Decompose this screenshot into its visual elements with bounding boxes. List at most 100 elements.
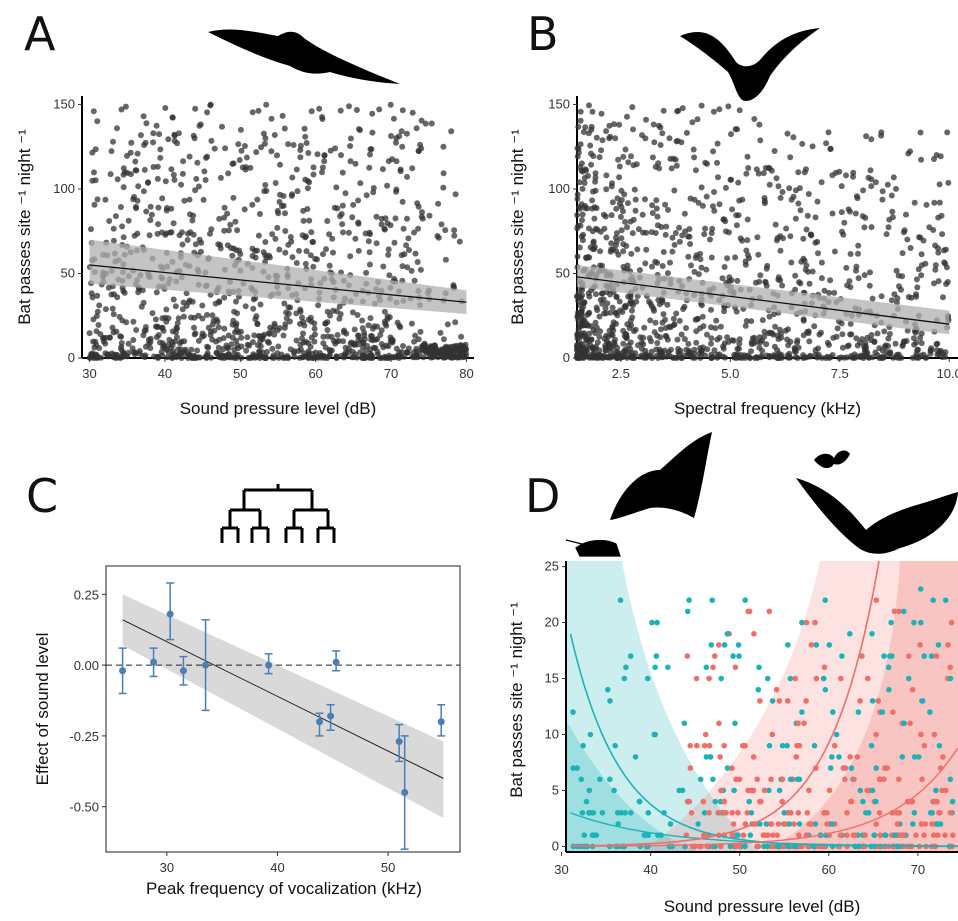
data-point xyxy=(699,202,706,209)
data-point xyxy=(649,154,656,161)
data-point xyxy=(387,334,394,341)
data-point xyxy=(602,347,609,354)
data-point xyxy=(310,263,317,270)
data-point xyxy=(141,166,148,173)
data-point xyxy=(255,107,262,114)
data-point xyxy=(827,765,834,771)
red-fit-curve xyxy=(570,747,958,847)
data-point xyxy=(333,354,340,360)
data-point xyxy=(803,354,810,361)
data-point xyxy=(579,185,586,192)
data-point xyxy=(300,339,307,346)
data-point xyxy=(772,221,779,228)
data-point xyxy=(715,174,721,181)
x-tick-label: 10.0 xyxy=(937,366,958,381)
data-point xyxy=(933,347,940,354)
data-point xyxy=(679,354,686,361)
data-point xyxy=(662,231,669,238)
data-point xyxy=(157,146,164,153)
data-point xyxy=(890,709,896,715)
y-tick-label: 0.25 xyxy=(74,587,99,602)
data-point xyxy=(147,203,154,210)
data-point xyxy=(808,642,815,648)
data-point xyxy=(609,304,616,311)
data-point xyxy=(914,347,921,354)
data-point xyxy=(855,250,861,257)
data-point xyxy=(133,327,140,333)
data-point xyxy=(570,709,576,715)
data-point xyxy=(574,253,581,260)
data-point xyxy=(691,154,698,161)
data-point xyxy=(784,742,790,749)
data-point xyxy=(399,107,406,114)
data-point xyxy=(686,233,693,240)
data-point xyxy=(370,337,376,344)
data-point xyxy=(790,193,797,200)
data-point xyxy=(195,337,202,344)
data-point xyxy=(624,224,630,231)
data-point xyxy=(929,821,935,827)
data-point xyxy=(874,352,881,359)
data-point xyxy=(710,148,717,155)
data-point xyxy=(181,197,188,204)
data-point xyxy=(271,132,278,138)
data-point xyxy=(308,108,315,115)
data-point xyxy=(394,319,401,326)
data-point xyxy=(873,731,879,738)
data-point xyxy=(684,653,691,659)
data-point xyxy=(889,208,896,215)
data-point xyxy=(620,153,627,160)
data-point xyxy=(929,810,935,816)
data-point xyxy=(868,183,875,190)
data-point xyxy=(189,217,196,224)
data-point xyxy=(405,345,412,352)
data-point xyxy=(646,335,653,341)
data-point xyxy=(932,242,939,249)
data-point xyxy=(862,832,868,838)
data-point xyxy=(179,667,187,675)
data-point xyxy=(395,738,403,746)
data-point xyxy=(153,289,160,296)
data-point xyxy=(356,126,362,133)
data-point xyxy=(708,306,714,313)
data-point xyxy=(907,245,914,251)
data-point xyxy=(654,213,661,220)
data-point xyxy=(616,121,623,128)
data-point xyxy=(709,597,715,603)
data-point xyxy=(918,156,925,163)
data-point xyxy=(249,245,256,252)
data-point xyxy=(873,798,879,805)
data-point xyxy=(623,664,629,671)
data-point xyxy=(657,142,664,148)
data-point xyxy=(803,698,809,704)
data-point xyxy=(630,162,637,169)
data-point xyxy=(613,205,620,212)
data-point xyxy=(580,231,587,238)
data-point xyxy=(682,228,689,235)
data-point xyxy=(833,333,840,340)
data-point xyxy=(112,355,119,361)
data-point xyxy=(896,776,902,783)
data-point xyxy=(872,179,879,186)
data-point xyxy=(417,266,424,273)
data-point xyxy=(150,658,158,666)
data-point xyxy=(864,350,871,356)
data-point xyxy=(451,343,458,350)
data-point xyxy=(716,334,723,341)
data-point xyxy=(713,317,720,324)
data-point xyxy=(936,181,943,188)
data-point xyxy=(315,302,322,309)
data-point xyxy=(367,146,374,153)
data-point xyxy=(289,191,296,198)
data-point xyxy=(613,238,620,245)
data-point xyxy=(411,354,418,361)
data-point xyxy=(617,213,624,220)
data-point xyxy=(921,653,927,659)
data-point xyxy=(281,300,288,307)
data-point xyxy=(360,339,366,346)
data-point xyxy=(95,322,102,328)
data-point xyxy=(379,166,386,173)
data-point xyxy=(885,343,892,349)
data-point xyxy=(180,313,187,320)
